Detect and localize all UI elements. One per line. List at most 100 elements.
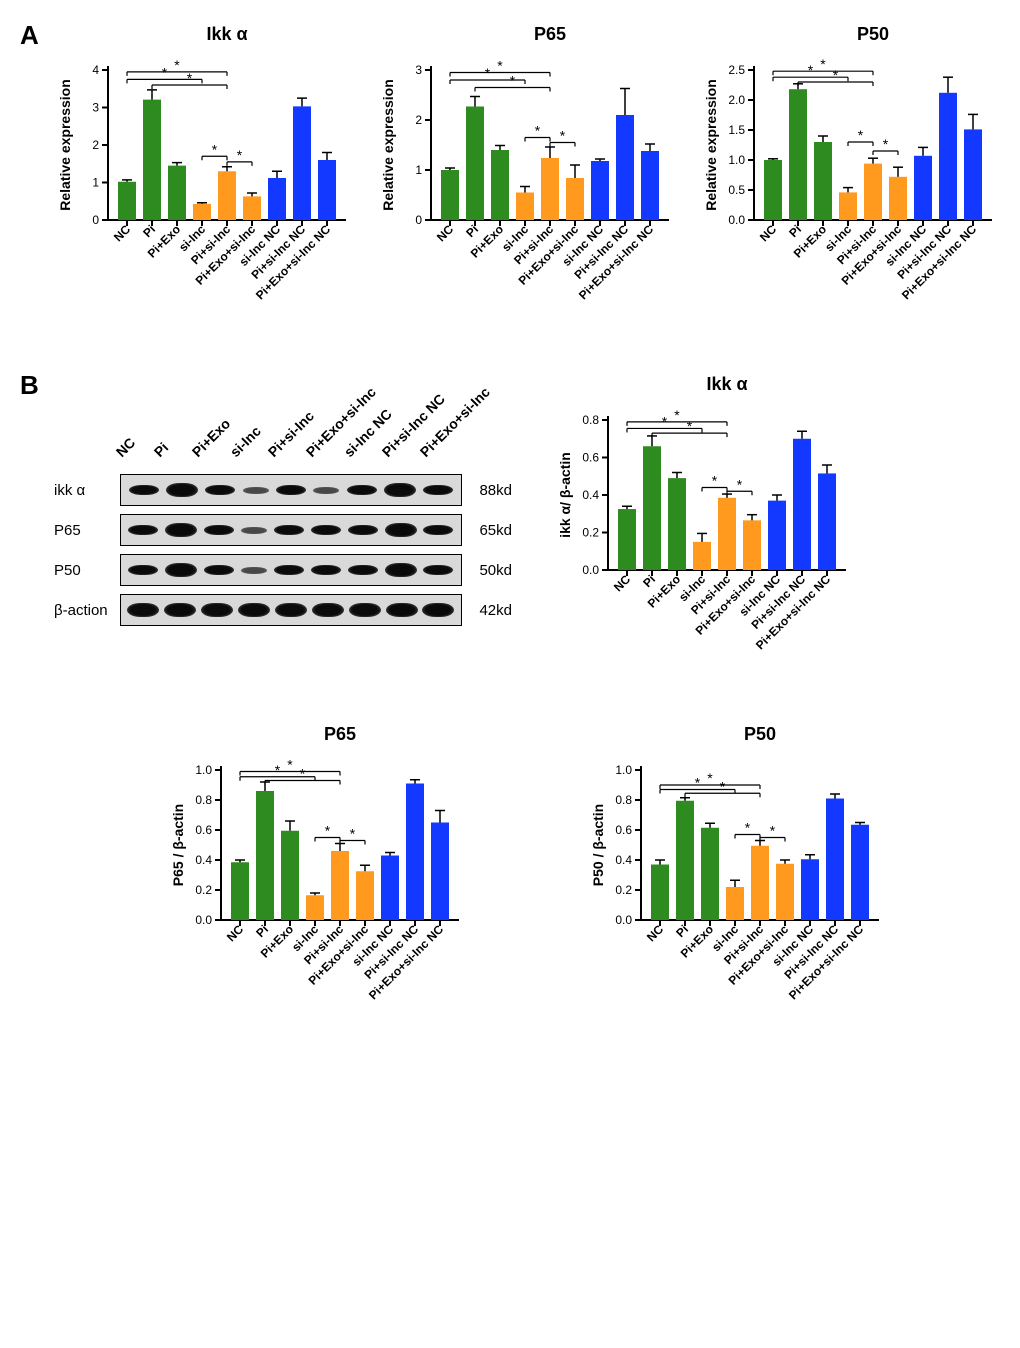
panel-b-bottom-row: P650.00.20.40.60.81.0P65 / β-actinNCPiPi…	[20, 720, 1000, 1040]
blot-row: P6565kd	[54, 514, 514, 546]
y-tick-label: 3	[92, 101, 99, 115]
panel-a-label: A	[20, 20, 39, 51]
blot-band	[348, 525, 378, 535]
bar	[381, 856, 399, 921]
blot-band	[348, 565, 378, 575]
bar	[726, 887, 744, 920]
blot-band	[347, 485, 377, 495]
barchart-svg: P500.00.20.40.60.81.0P50 / β-actinNCPiPi…	[587, 720, 887, 1040]
bar	[491, 150, 509, 220]
bar	[143, 100, 161, 220]
barchart-svg: Ikk α01234Relative expressionNCPiPi+Exos…	[54, 20, 354, 340]
blot-band	[274, 525, 304, 535]
chart-b-p50: P500.00.20.40.60.81.0P50 / β-actinNCPiPi…	[587, 720, 887, 1040]
panel-b-top-row: B NCPiPi+Exosi-IncPi+si-IncPi+Exo+si-Inc…	[20, 370, 1000, 690]
bar	[676, 801, 694, 920]
chart-title: Ikk α	[706, 374, 747, 394]
bar	[331, 851, 349, 920]
bar	[268, 178, 286, 220]
bar	[718, 498, 736, 570]
y-tick-label: 4	[92, 63, 99, 77]
bar	[939, 93, 957, 220]
chart-b-p65: P650.00.20.40.60.81.0P65 / β-actinNCPiPi…	[167, 720, 467, 1040]
blot-band	[385, 523, 417, 537]
sig-star: *	[745, 820, 751, 836]
y-tick-label: 1.0	[195, 763, 212, 777]
bar	[839, 192, 857, 220]
barchart-svg: P500.00.51.01.52.02.5Relative expression…	[700, 20, 1000, 340]
sig-star: *	[350, 826, 356, 842]
blot-band	[205, 485, 235, 495]
bar	[218, 171, 236, 220]
sig-star: *	[174, 57, 180, 73]
blot-kd: 88kd	[462, 482, 512, 499]
blot-band	[311, 525, 341, 535]
bar	[668, 478, 686, 570]
blot-band	[164, 603, 196, 617]
bar	[864, 164, 882, 220]
chart-a-p65: P650123Relative expressionNCPiPi+Exosi-I…	[377, 20, 677, 340]
blot-band	[312, 603, 344, 617]
figure: A Ikk α01234Relative expressionNCPiPi+Ex…	[20, 20, 1000, 1040]
blot-lane-labels: NCPiPi+Exosi-IncPi+si-IncPi+Exo+si-Incsi…	[54, 370, 514, 470]
blot-gel	[120, 554, 462, 586]
chart-a-ikk: Ikk α01234Relative expressionNCPiPi+Exos…	[54, 20, 354, 340]
x-tick-label: Pi	[673, 922, 691, 940]
y-tick-label: 0.8	[582, 413, 599, 427]
x-tick-label: Pi	[463, 222, 481, 240]
bar	[356, 871, 374, 920]
blot-row: ikk α88kd	[54, 474, 514, 506]
y-tick-label: 0	[92, 213, 99, 227]
bar	[618, 509, 636, 570]
bar	[801, 859, 819, 920]
sig-star: *	[325, 823, 331, 839]
blot-band	[276, 485, 306, 495]
y-tick-label: 0.2	[615, 883, 632, 897]
y-axis-label: Relative expression	[380, 79, 396, 211]
sig-star: *	[712, 473, 718, 489]
bar	[168, 166, 186, 220]
sig-star: *	[212, 141, 218, 157]
blot-band	[129, 485, 159, 495]
sig-star: *	[808, 62, 814, 78]
y-axis-label: Relative expression	[703, 79, 719, 211]
blot-band	[423, 525, 453, 535]
y-tick-label: 0.4	[615, 853, 632, 867]
bar	[693, 542, 711, 570]
y-tick-label: 1.0	[615, 763, 632, 777]
y-tick-label: 0.0	[195, 913, 212, 927]
blot-gel	[120, 474, 462, 506]
bar	[793, 439, 811, 570]
sig-star: *	[300, 766, 306, 782]
sig-star: *	[737, 476, 743, 492]
bar	[516, 193, 534, 221]
blot-band	[166, 483, 198, 497]
bar	[964, 129, 982, 220]
bar	[641, 151, 659, 220]
panel-a-row: A Ikk α01234Relative expressionNCPiPi+Ex…	[20, 20, 1000, 340]
blot-kd: 42kd	[462, 602, 512, 619]
blot-band	[384, 483, 416, 497]
blot-band	[311, 565, 341, 575]
bar	[814, 142, 832, 220]
y-tick-label: 1	[415, 163, 422, 177]
y-tick-label: 0.5	[728, 183, 745, 197]
blot-band	[386, 603, 418, 617]
x-tick-label: NC	[224, 922, 246, 944]
blot-kd: 65kd	[462, 522, 512, 539]
bar	[256, 791, 274, 920]
blot-band	[204, 565, 234, 575]
y-tick-label: 0.6	[195, 823, 212, 837]
blot-band	[201, 603, 233, 617]
bar	[889, 177, 907, 220]
x-tick-label: NC	[434, 222, 456, 244]
y-axis-label: P50 / β-actin	[590, 804, 606, 886]
x-tick-label: Pi	[786, 222, 804, 240]
chart-title: Ikk α	[206, 24, 247, 44]
blot-gel	[120, 594, 462, 626]
blot-row: β-action42kd	[54, 594, 514, 626]
blot-band	[423, 485, 453, 495]
blot-band	[275, 603, 307, 617]
western-blot: NCPiPi+Exosi-IncPi+si-IncPi+Exo+si-Incsi…	[54, 370, 514, 634]
bar	[743, 520, 761, 570]
